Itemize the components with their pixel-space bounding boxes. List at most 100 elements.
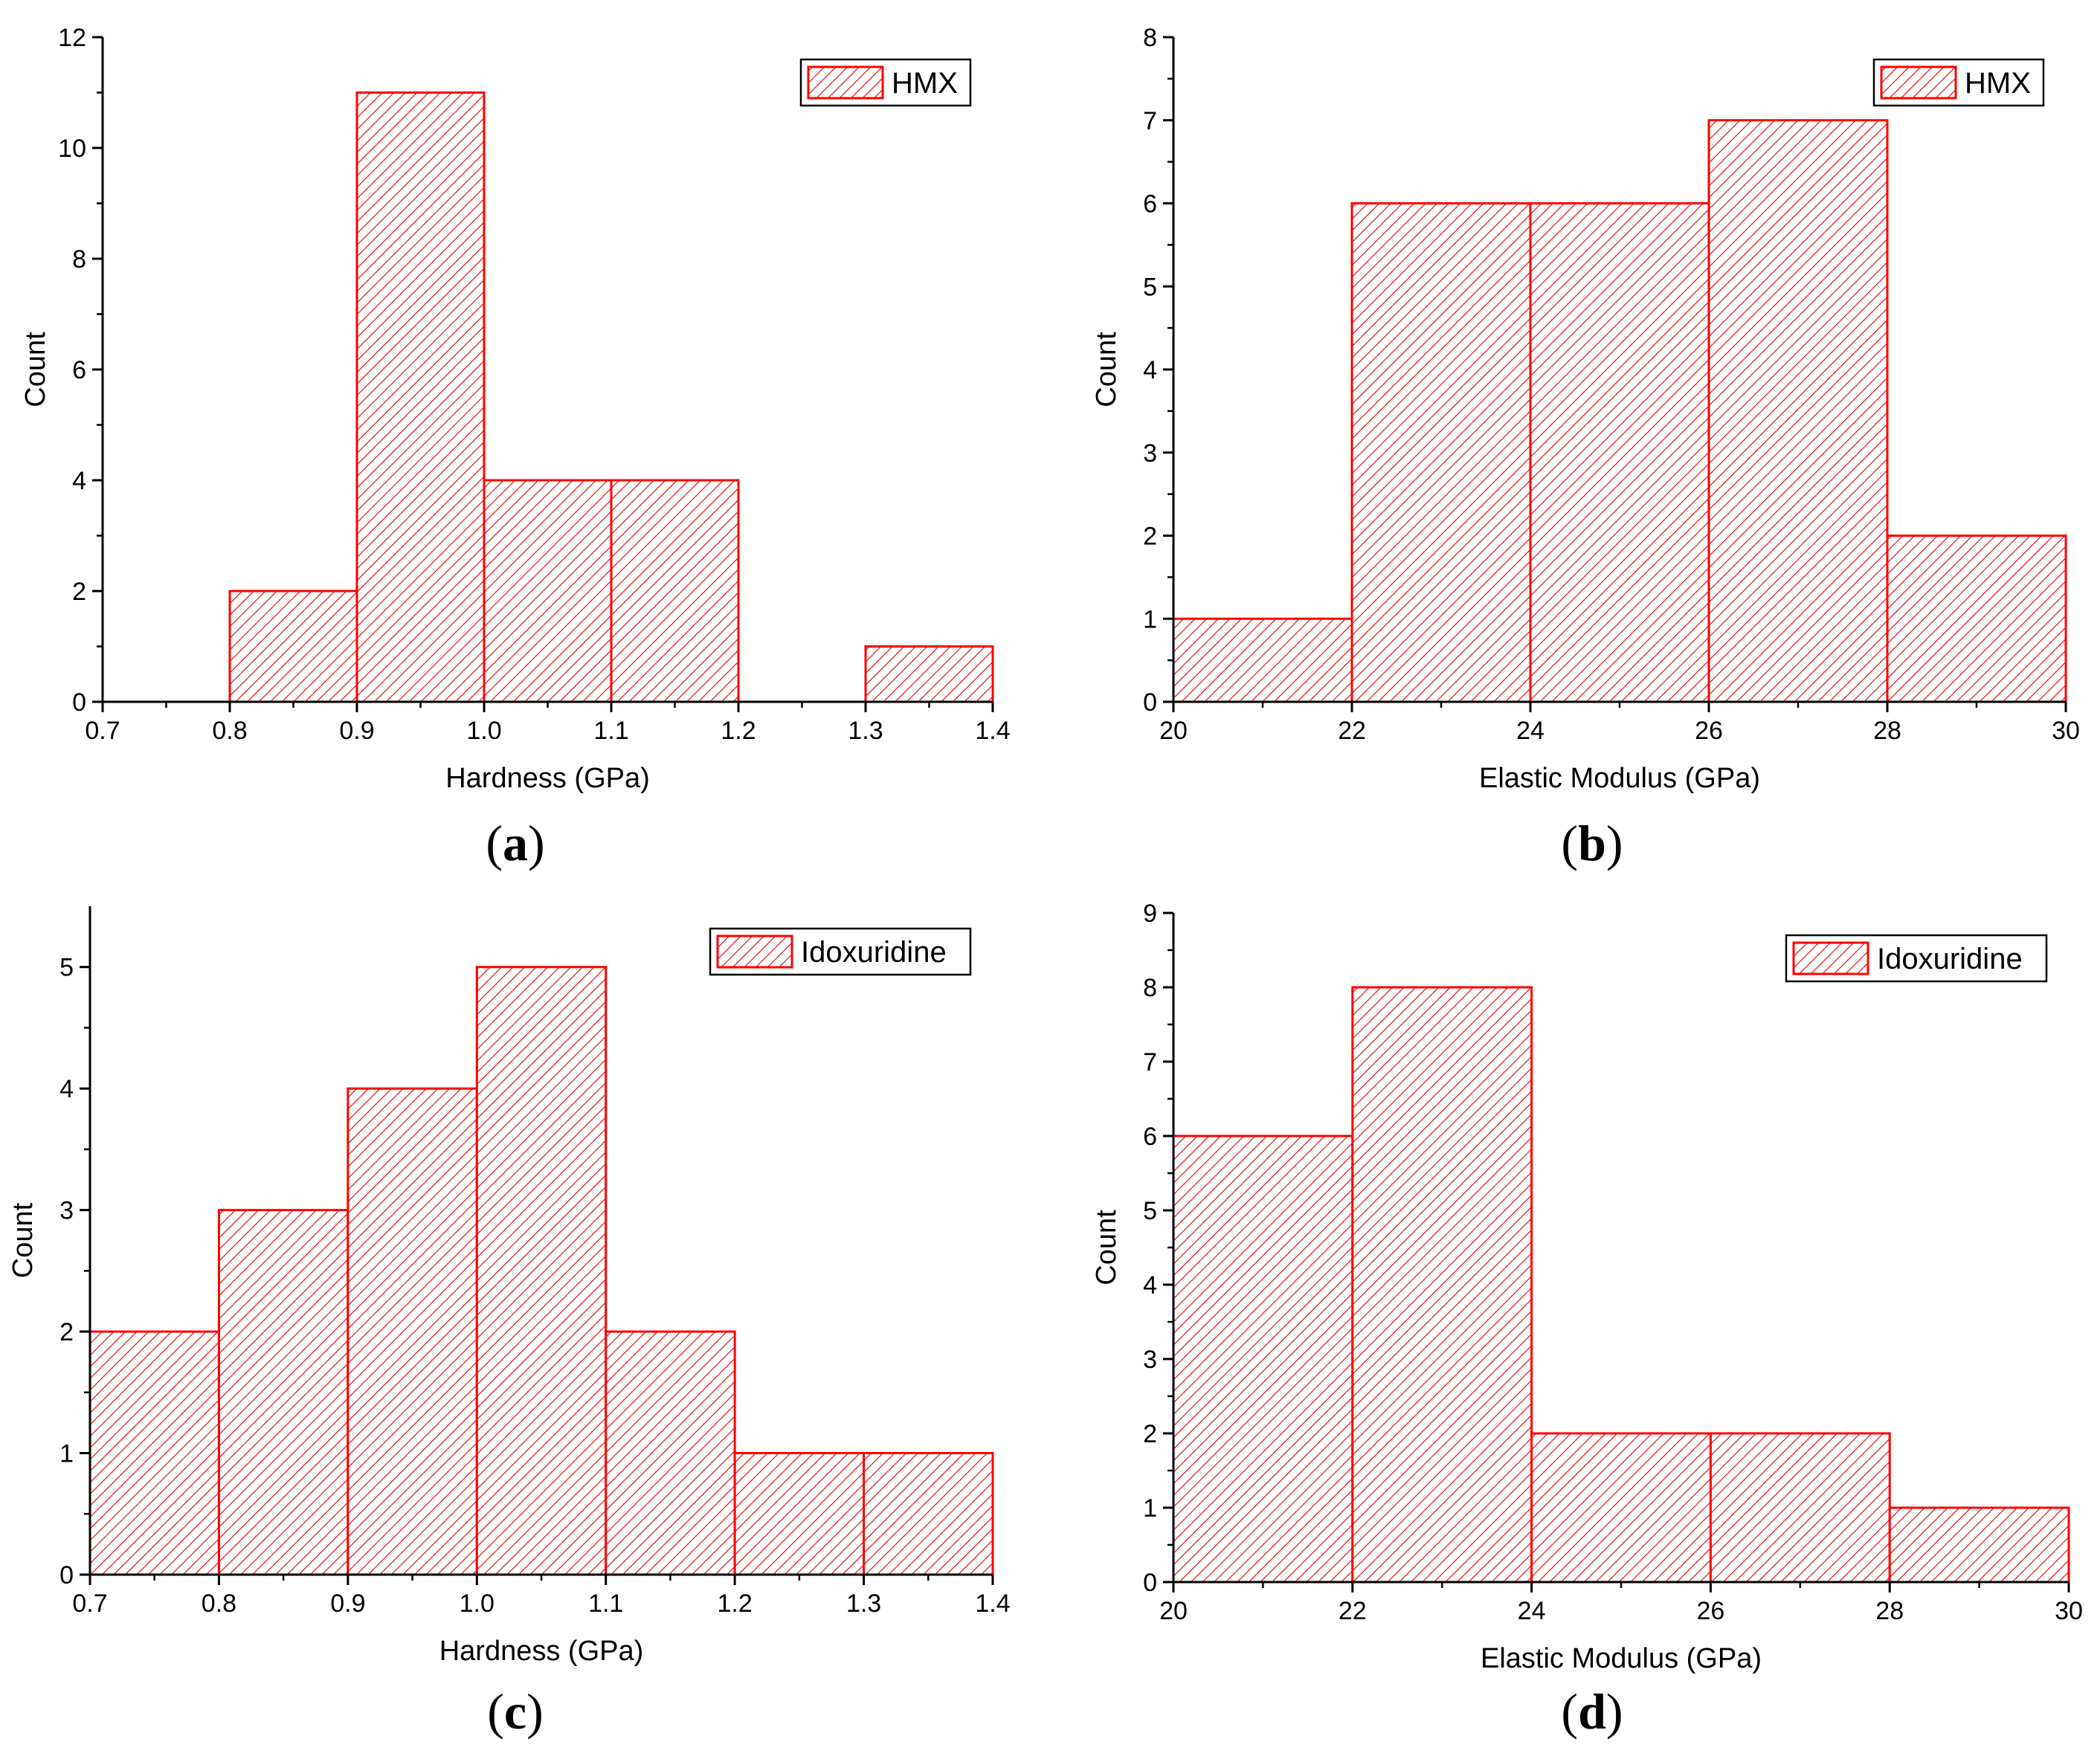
x-tick-label-c-0: 0.7 bbox=[72, 1589, 107, 1618]
caption-c: (c) bbox=[487, 1683, 544, 1740]
y-tick-label-a-3: 6 bbox=[72, 356, 86, 384]
y-tick-label-a-4: 8 bbox=[72, 245, 86, 274]
x-tick-label-c-6: 1.3 bbox=[846, 1589, 881, 1618]
x-tick-label-d-4: 28 bbox=[1875, 1597, 1904, 1625]
legend-b: HMX bbox=[1872, 58, 2045, 107]
legend-swatch-a bbox=[807, 65, 884, 100]
y-tick-label-d-5: 5 bbox=[1143, 1197, 1157, 1225]
x-tick-label-b-1: 22 bbox=[1338, 717, 1366, 745]
caption-a: (a) bbox=[486, 815, 545, 871]
legend-c: Idoxuridine bbox=[709, 927, 972, 976]
x-tick-label-b-2: 24 bbox=[1516, 717, 1545, 745]
y-tick-label-d-4: 4 bbox=[1143, 1271, 1157, 1300]
x-tick-label-d-2: 24 bbox=[1518, 1597, 1546, 1625]
x-tick-label-c-7: 1.4 bbox=[975, 1589, 1010, 1618]
x-tick-label-c-5: 1.2 bbox=[718, 1589, 753, 1618]
y-tick-label-d-9: 9 bbox=[1143, 900, 1157, 928]
y-tick-label-b-1: 1 bbox=[1143, 605, 1157, 633]
histogram-bar-d-1 bbox=[1351, 986, 1533, 1584]
x-tick-label-a-2: 0.9 bbox=[339, 717, 374, 745]
histogram-bar-a-3 bbox=[610, 479, 740, 703]
x-tick-label-a-7: 1.4 bbox=[975, 717, 1010, 745]
histogram-bar-c-4 bbox=[605, 1330, 736, 1576]
y-tick-label-b-6: 6 bbox=[1143, 190, 1157, 219]
chart-panel-d: 0 1 2 3 4 5 6 7 8 9 20 22 24 26 28 30 Elastic Modulus (G… bbox=[1091, 900, 2083, 1674]
y-tick-label-d-2: 2 bbox=[1143, 1420, 1157, 1448]
histogram-bar-a-1 bbox=[355, 91, 486, 703]
legend-label-c: Idoxuridine bbox=[801, 936, 947, 969]
legend-a: HMX bbox=[799, 58, 972, 107]
x-tick-label-c-4: 1.1 bbox=[588, 1589, 623, 1618]
legend-label-a: HMX bbox=[892, 67, 958, 100]
legend-swatch-d bbox=[1792, 941, 1869, 975]
y-tick-label-d-0: 0 bbox=[1143, 1569, 1157, 1597]
x-tick-label-a-0: 0.7 bbox=[85, 717, 120, 745]
chart-panel-a: 0 2 4 6 8 10 12 0.7 0.8 0.9 1.0 1.1 1.2 1.3 1.4 Hardnes… bbox=[20, 24, 1011, 794]
y-tick-label-d-6: 6 bbox=[1143, 1123, 1157, 1151]
x-tick-label-c-2: 0.9 bbox=[330, 1589, 365, 1618]
histogram-bar-b-0 bbox=[1172, 617, 1353, 703]
histogram-bar-d-0 bbox=[1172, 1135, 1354, 1584]
histogram-bar-d-4 bbox=[1888, 1506, 2070, 1584]
x-tick-label-d-3: 26 bbox=[1696, 1597, 1724, 1625]
x-tick-label-a-5: 1.2 bbox=[721, 717, 756, 745]
y-tick-label-a-5: 10 bbox=[58, 135, 86, 163]
y-tick-label-b-3: 3 bbox=[1143, 439, 1157, 468]
x-tick-label-c-3: 1.0 bbox=[460, 1589, 495, 1618]
histogram-bar-b-4 bbox=[1886, 535, 2067, 703]
y-tick-label-d-8: 8 bbox=[1143, 974, 1157, 1002]
legend-swatch-c bbox=[716, 935, 793, 969]
y-tick-label-d-1: 1 bbox=[1143, 1494, 1157, 1523]
x-tick-label-a-1: 0.8 bbox=[212, 717, 247, 745]
x-tick-label-a-6: 1.3 bbox=[848, 717, 883, 745]
y-tick-label-b-2: 2 bbox=[1143, 523, 1157, 551]
y-tick-label-b-5: 5 bbox=[1143, 273, 1157, 301]
y-tick-label-a-1: 2 bbox=[72, 578, 86, 606]
y-tick-label-b-4: 4 bbox=[1143, 356, 1157, 384]
x-tick-label-b-3: 26 bbox=[1695, 717, 1723, 745]
caption-b: (b) bbox=[1561, 815, 1623, 871]
y-tick-label-a-6: 12 bbox=[58, 24, 86, 52]
histogram-bar-a-0 bbox=[228, 590, 358, 703]
x-axis-label-c: Hardness (GPa) bbox=[439, 1636, 644, 1667]
y-tick-label-c-0: 0 bbox=[59, 1561, 74, 1589]
histogram-bar-b-2 bbox=[1529, 202, 1710, 703]
y-tick-label-c-1: 1 bbox=[59, 1440, 74, 1468]
x-tick-label-d-0: 20 bbox=[1159, 1597, 1188, 1625]
histogram-bar-d-2 bbox=[1530, 1432, 1712, 1584]
histogram-bar-d-3 bbox=[1709, 1432, 1891, 1584]
chart-panel-c: 0 1 2 3 4 5 0.7 0.8 0.9 1.0 1.1 1.2 1.3 1.4 Hardness (… bbox=[7, 906, 1011, 1667]
y-tick-label-c-2: 2 bbox=[59, 1318, 74, 1346]
y-axis-label-b: Count bbox=[1091, 332, 1122, 407]
x-tick-label-a-4: 1.1 bbox=[593, 717, 628, 745]
histogram-bar-b-1 bbox=[1350, 202, 1532, 703]
x-tick-label-a-3: 1.0 bbox=[466, 717, 501, 745]
x-tick-label-b-5: 30 bbox=[2052, 717, 2080, 745]
legend-swatch-b bbox=[1880, 65, 1957, 100]
x-tick-label-d-5: 30 bbox=[2055, 1597, 2083, 1625]
x-tick-label-b-0: 20 bbox=[1159, 717, 1188, 745]
legend-label-b: HMX bbox=[1965, 67, 2031, 100]
y-axis-label-d: Count bbox=[1091, 1210, 1122, 1285]
histogram-bar-c-3 bbox=[475, 966, 608, 1576]
y-tick-label-b-8: 8 bbox=[1143, 24, 1157, 52]
histogram-bar-a-2 bbox=[483, 479, 613, 703]
y-tick-label-b-7: 7 bbox=[1143, 107, 1157, 135]
histogram-bar-c-1 bbox=[217, 1209, 350, 1576]
histogram-bar-b-3 bbox=[1707, 119, 1889, 703]
y-tick-label-a-2: 4 bbox=[72, 467, 86, 495]
legend-d: Idoxuridine bbox=[1785, 934, 2048, 983]
y-tick-label-c-5: 5 bbox=[59, 954, 74, 982]
x-axis-label-d: Elastic Modulus (GPa) bbox=[1481, 1643, 1762, 1674]
histogram-bar-a-4 bbox=[864, 645, 994, 703]
caption-d: (d) bbox=[1561, 1683, 1623, 1740]
x-tick-label-c-1: 0.8 bbox=[202, 1589, 236, 1618]
x-tick-label-b-4: 28 bbox=[1873, 717, 1901, 745]
y-tick-label-d-3: 3 bbox=[1143, 1346, 1157, 1374]
y-tick-label-b-0: 0 bbox=[1143, 688, 1157, 717]
y-tick-label-d-7: 7 bbox=[1143, 1048, 1157, 1077]
x-tick-label-d-1: 22 bbox=[1339, 1597, 1367, 1625]
y-axis-label-a: Count bbox=[20, 332, 51, 407]
chart-panel-b: 0 1 2 3 4 5 6 7 8 20 22 24 26 28 30 Elastic Modulus (GP… bbox=[1091, 24, 2080, 794]
